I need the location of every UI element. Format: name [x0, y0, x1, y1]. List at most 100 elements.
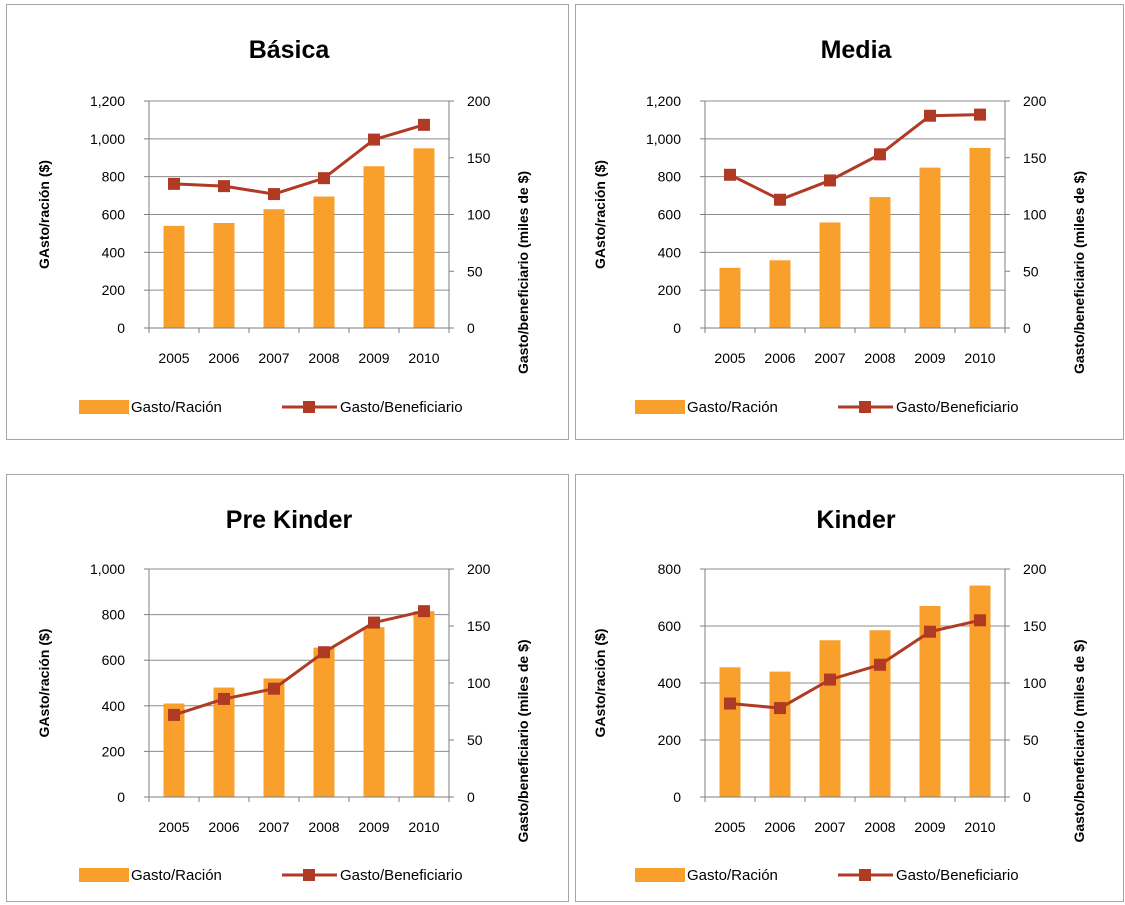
x-tick-label: 2007: [814, 350, 845, 366]
legend-line-label: Gasto/Beneficiario: [896, 867, 1019, 884]
x-tick-label: 2009: [358, 819, 389, 835]
right-tick-label: 150: [1023, 618, 1047, 634]
legend-bar-label: Gasto/Ración: [131, 867, 222, 884]
legend-bar-swatch: [635, 400, 685, 414]
left-tick-label: 400: [658, 675, 682, 691]
marker-gasto-beneficiario: [268, 188, 280, 201]
right-tick-label: 100: [1023, 207, 1047, 223]
right-axis-label: Gasto/beneficiario (miles de $): [515, 171, 531, 374]
right-tick-label: 150: [467, 150, 491, 166]
left-tick-label: 0: [673, 789, 681, 805]
x-tick-label: 2008: [308, 350, 339, 366]
legend-bar-swatch: [79, 868, 129, 882]
marker-gasto-beneficiario: [418, 605, 430, 618]
right-tick-label: 200: [1023, 561, 1047, 577]
bar-gasto-racion: [313, 647, 335, 797]
x-tick-label: 2005: [158, 819, 189, 835]
legend-bar-label: Gasto/Ración: [131, 399, 222, 416]
bar-gasto-racion: [263, 678, 285, 797]
right-tick-label: 0: [467, 789, 475, 805]
left-tick-label: 600: [102, 652, 126, 668]
x-tick-label: 2010: [408, 350, 439, 366]
marker-gasto-beneficiario: [874, 148, 886, 161]
left-tick-label: 400: [102, 698, 126, 714]
x-tick-label: 2010: [964, 350, 995, 366]
x-tick-label: 2008: [864, 350, 895, 366]
marker-gasto-beneficiario: [874, 658, 886, 671]
x-tick-label: 2007: [814, 819, 845, 835]
line-gasto-beneficiario: [729, 618, 981, 710]
left-tick-label: 200: [102, 282, 126, 298]
chart-title: Básica: [249, 36, 331, 64]
x-tick-label: 2006: [764, 819, 795, 835]
bar-gasto-racion: [869, 630, 891, 797]
left-axis-label: GAsto/ración ($): [592, 629, 608, 738]
x-tick-label: 2008: [308, 819, 339, 835]
right-tick-label: 50: [467, 732, 483, 748]
marker-gasto-beneficiario: [974, 108, 986, 121]
left-tick-label: 1,000: [646, 131, 681, 147]
bar-gasto-racion: [313, 196, 335, 328]
chart-title: Kinder: [816, 506, 895, 534]
marker-gasto-beneficiario: [318, 172, 330, 185]
bar-gasto-racion: [769, 671, 791, 797]
legend-line-label: Gasto/Beneficiario: [896, 399, 1019, 416]
legend-line-label: Gasto/Beneficiario: [340, 867, 463, 884]
legend-bar-swatch: [79, 400, 129, 414]
left-tick-label: 200: [658, 282, 682, 298]
right-tick-label: 100: [467, 675, 491, 691]
bar-gasto-racion: [263, 209, 285, 328]
line-gasto-beneficiario: [729, 113, 981, 202]
left-tick-label: 400: [658, 244, 682, 260]
left-tick-label: 600: [102, 207, 126, 223]
right-axis-label: Gasto/beneficiario (miles de $): [1071, 639, 1087, 842]
chart-svg: Media 0 200 400 600 800 1,000 1,200 0 50 100 150 200…: [592, 36, 1087, 416]
bar-gasto-racion: [163, 225, 185, 328]
left-tick-label: 0: [673, 320, 681, 336]
x-tick-label: 2010: [408, 819, 439, 835]
chart-panel-pre-kinder: Pre Kinder 0 200 400 600 800 1,000 0 50 100 150 200…: [6, 474, 569, 902]
bar-gasto-racion: [163, 703, 185, 797]
right-tick-label: 100: [467, 207, 491, 223]
bar-gasto-racion: [819, 640, 841, 797]
left-tick-label: 600: [658, 207, 682, 223]
right-tick-label: 200: [467, 93, 491, 109]
legend-line-marker: [303, 869, 315, 881]
marker-gasto-beneficiario: [418, 118, 430, 131]
right-axis-label: Gasto/beneficiario (miles de $): [1071, 171, 1087, 374]
marker-gasto-beneficiario: [924, 109, 936, 122]
x-tick-label: 2005: [714, 350, 745, 366]
x-tick-label: 2009: [358, 350, 389, 366]
x-tick-label: 2006: [208, 350, 239, 366]
bar-gasto-racion: [363, 627, 385, 797]
line-gasto-beneficiario: [173, 123, 425, 196]
right-tick-label: 50: [467, 263, 483, 279]
left-tick-label: 1,000: [90, 131, 125, 147]
x-tick-label: 2010: [964, 819, 995, 835]
left-tick-label: 1,200: [90, 93, 125, 109]
left-tick-label: 800: [658, 169, 682, 185]
chart-svg: Pre Kinder 0 200 400 600 800 1,000 0 50 100 150 200…: [36, 506, 531, 884]
marker-gasto-beneficiario: [318, 646, 330, 659]
right-tick-label: 50: [1023, 732, 1039, 748]
chart-svg: Kinder 0 200 400 600 800 0 50 100 150 200 2005 2006 2…: [592, 506, 1087, 884]
marker-gasto-beneficiario: [924, 625, 936, 638]
marker-gasto-beneficiario: [824, 673, 836, 686]
left-tick-label: 800: [102, 169, 126, 185]
marker-gasto-beneficiario: [824, 174, 836, 187]
left-tick-label: 600: [658, 618, 682, 634]
left-tick-label: 200: [658, 732, 682, 748]
bar-gasto-racion: [413, 611, 435, 797]
chart-title: Pre Kinder: [226, 506, 353, 534]
right-tick-label: 0: [1023, 320, 1031, 336]
bar-gasto-racion: [919, 167, 941, 328]
right-tick-label: 0: [467, 320, 475, 336]
legend-line-marker: [859, 401, 871, 413]
marker-gasto-beneficiario: [974, 614, 986, 627]
bar-gasto-racion: [969, 585, 991, 797]
right-tick-label: 100: [1023, 675, 1047, 691]
right-tick-label: 150: [467, 618, 491, 634]
chart-panel-media: Media 0 200 400 600 800 1,000 1,200 0 50 100 150 200…: [575, 4, 1124, 440]
marker-gasto-beneficiario: [724, 168, 736, 181]
bar-gasto-racion: [919, 606, 941, 797]
